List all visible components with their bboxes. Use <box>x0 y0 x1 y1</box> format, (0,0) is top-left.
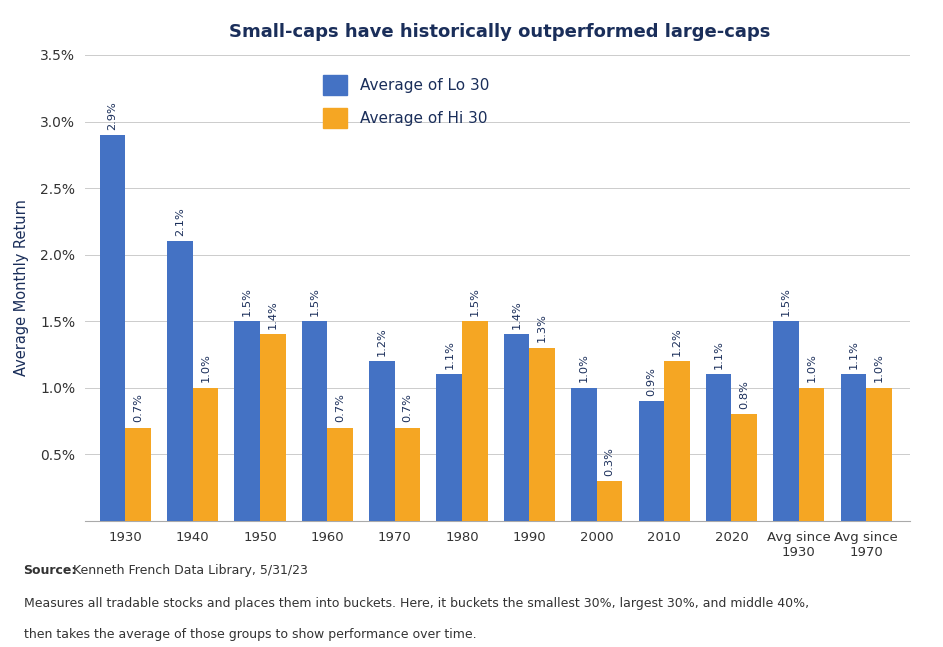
Bar <box>125 428 151 521</box>
Bar <box>840 375 867 521</box>
Text: 1.4%: 1.4% <box>512 300 521 329</box>
Text: 0.7%: 0.7% <box>403 393 412 422</box>
Bar <box>302 321 327 521</box>
Text: 1.2%: 1.2% <box>377 327 387 356</box>
Bar <box>732 414 757 521</box>
Text: 1.1%: 1.1% <box>444 340 455 369</box>
Text: 1.2%: 1.2% <box>672 327 682 356</box>
Text: 0.8%: 0.8% <box>739 380 750 409</box>
Bar <box>437 375 462 521</box>
Text: Source:: Source: <box>24 564 77 577</box>
Bar <box>529 348 555 521</box>
Text: 1.1%: 1.1% <box>714 340 723 369</box>
Bar <box>706 375 732 521</box>
Text: then takes the average of those groups to show performance over time.: then takes the average of those groups t… <box>24 628 476 641</box>
Text: 1.5%: 1.5% <box>309 287 320 316</box>
Text: 0.3%: 0.3% <box>604 446 615 476</box>
Bar <box>462 321 488 521</box>
Text: 1.0%: 1.0% <box>806 353 817 382</box>
Text: 2.1%: 2.1% <box>174 207 185 236</box>
Legend: Average of Lo 30, Average of Hi 30: Average of Lo 30, Average of Hi 30 <box>315 67 497 136</box>
Bar <box>571 388 597 521</box>
Text: 1.5%: 1.5% <box>470 287 480 316</box>
Text: 0.7%: 0.7% <box>133 393 143 422</box>
Bar <box>100 135 125 521</box>
Text: 1.1%: 1.1% <box>849 340 858 369</box>
Text: 2.9%: 2.9% <box>108 101 118 129</box>
Text: Measures all tradable stocks and places them into buckets. Here, it buckets the : Measures all tradable stocks and places … <box>24 597 809 610</box>
Bar <box>167 241 192 521</box>
Bar <box>260 334 286 521</box>
Bar <box>773 321 799 521</box>
Text: 1.3%: 1.3% <box>538 314 547 342</box>
Y-axis label: Average Monthly Return: Average Monthly Return <box>14 199 29 377</box>
Text: 1.5%: 1.5% <box>781 287 791 316</box>
Text: 1.5%: 1.5% <box>242 287 252 316</box>
Bar <box>664 361 689 521</box>
Bar <box>395 428 421 521</box>
Text: 1.4%: 1.4% <box>268 300 278 329</box>
Bar <box>327 428 353 521</box>
Text: 0.7%: 0.7% <box>335 393 345 422</box>
Bar <box>369 361 395 521</box>
Text: 1.0%: 1.0% <box>201 353 210 382</box>
Text: Small-caps have historically outperformed large-caps: Small-caps have historically outperforme… <box>229 23 770 41</box>
Bar <box>638 401 664 521</box>
Text: 0.9%: 0.9% <box>646 367 656 396</box>
Text: 1.0%: 1.0% <box>579 353 589 382</box>
Bar <box>235 321 260 521</box>
Text: 1.0%: 1.0% <box>874 353 884 382</box>
Bar <box>799 388 824 521</box>
Bar <box>192 388 218 521</box>
Bar <box>504 334 529 521</box>
Bar <box>597 481 622 521</box>
Bar <box>867 388 892 521</box>
Text: Kenneth French Data Library, 5/31/23: Kenneth French Data Library, 5/31/23 <box>69 564 307 577</box>
